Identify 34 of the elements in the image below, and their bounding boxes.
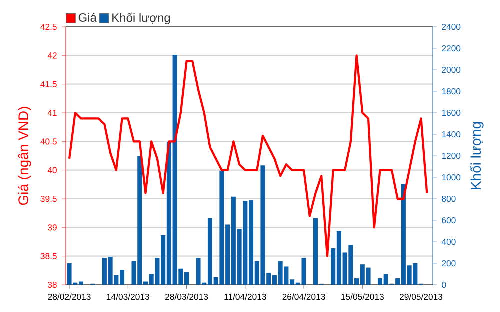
y2-tick-label: 2200 bbox=[442, 45, 461, 52]
y2-tick-label: 1800 bbox=[442, 88, 461, 95]
y2-tick-label: 2000 bbox=[442, 66, 461, 74]
y2-tick-label: 400 bbox=[442, 238, 456, 246]
y2-tick-label: 800 bbox=[442, 196, 456, 202]
y2-tick-label: 600 bbox=[442, 217, 456, 224]
y2-tick-label: 1600 bbox=[442, 110, 461, 116]
x-tick-label: 26/04/2013 bbox=[282, 294, 326, 300]
x-tick-label: 28/03/2013 bbox=[166, 294, 208, 300]
y2-tick-label: 0 bbox=[442, 282, 446, 288]
y-tick-label: 41 bbox=[48, 110, 57, 116]
y2-axis-title: Khối lượng bbox=[470, 122, 484, 190]
y2-tick-label: 200 bbox=[442, 260, 456, 267]
y-tick-label: 40.5 bbox=[40, 138, 57, 145]
x-tick-label: 29/05/2013 bbox=[400, 294, 443, 300]
y-tick-label: 42.5 bbox=[40, 24, 57, 30]
y2-tick-label: 2400 bbox=[442, 24, 461, 30]
y-tick-label: 41.5 bbox=[40, 81, 57, 88]
y-tick-label: 42 bbox=[48, 52, 57, 59]
x-tick-label: 14/03/2013 bbox=[107, 294, 150, 300]
y2-tick-label: 1000 bbox=[442, 174, 461, 181]
legend-label: Khối lượng bbox=[112, 12, 170, 25]
y2-tick-label: 1400 bbox=[442, 131, 461, 138]
x-tick-label: 28/02/2013 bbox=[48, 294, 91, 300]
legend-label: Giá bbox=[78, 13, 97, 22]
y-tick-label: 38.5 bbox=[40, 253, 57, 260]
y-tick-label: 39.5 bbox=[40, 196, 57, 202]
y-tick-label: 38 bbox=[48, 282, 57, 288]
y-axis-title: Giá (ngân VND) bbox=[18, 107, 32, 206]
y-tick-label: 40 bbox=[48, 167, 57, 174]
y-tick-label: 39 bbox=[48, 224, 57, 231]
x-tick-label: 15/05/2013 bbox=[342, 294, 384, 300]
y2-tick-label: 1200 bbox=[442, 152, 461, 160]
x-tick-label: 11/04/2013 bbox=[224, 294, 266, 300]
